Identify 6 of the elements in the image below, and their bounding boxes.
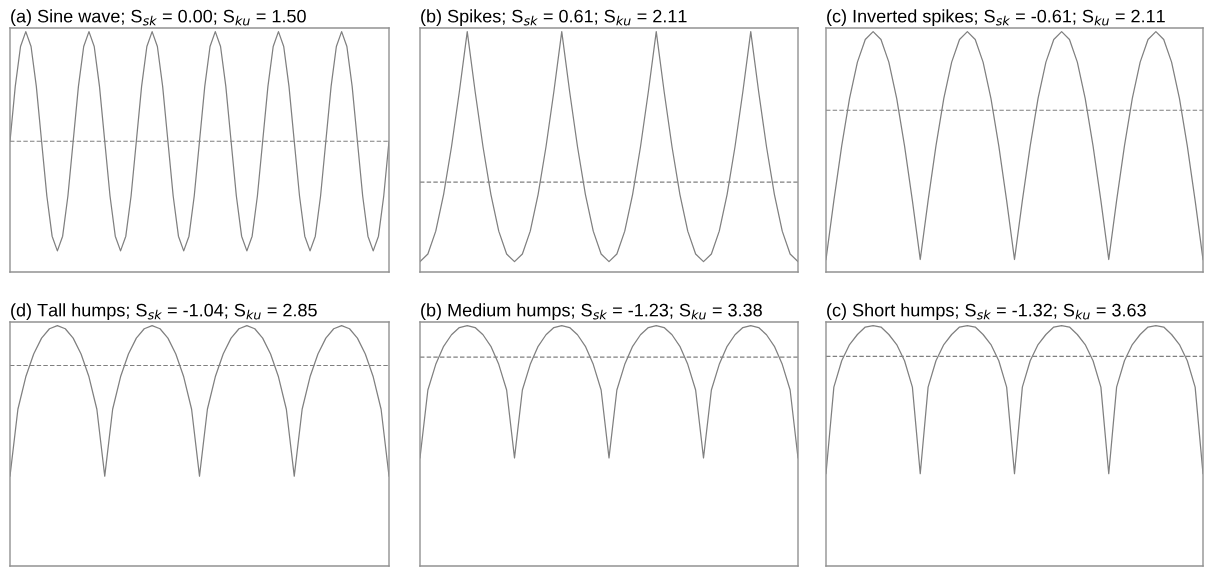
chart-title: (a) Sine wave; S$_{sk}$ = 0.00; S$_{ku}$ = 1.50	[11, 9, 306, 27]
chart-title: (c) Short humps; S$_{sk}$ = -1.32; S$_{ku}$ = 3.63	[827, 303, 1146, 321]
chart-title: (c) Inverted spikes; S$_{sk}$ = -0.61; S$_{ku}$ = 2.11	[827, 9, 1165, 27]
chart-title: (b) Spikes; S$_{sk}$ = 0.61; S$_{ku}$ = 2.11	[421, 9, 687, 27]
chart-title: (b) Medium humps; S$_{sk}$ = -1.23; S$_{ku}$ = 3.38	[421, 303, 762, 321]
chart-title: (d) Tall humps; S$_{sk}$ = -1.04; S$_{ku}$ = 2.85	[11, 303, 317, 321]
